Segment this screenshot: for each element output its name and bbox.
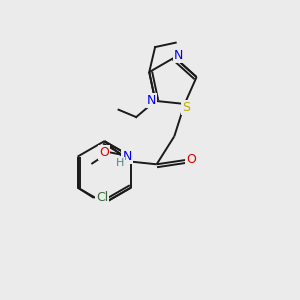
Text: N: N xyxy=(173,50,183,62)
Text: Cl: Cl xyxy=(96,191,108,204)
Text: N: N xyxy=(147,94,157,107)
Text: N: N xyxy=(122,151,132,164)
Text: S: S xyxy=(182,101,190,114)
Text: H: H xyxy=(116,158,124,168)
Text: O: O xyxy=(99,146,109,159)
Text: O: O xyxy=(186,153,196,167)
